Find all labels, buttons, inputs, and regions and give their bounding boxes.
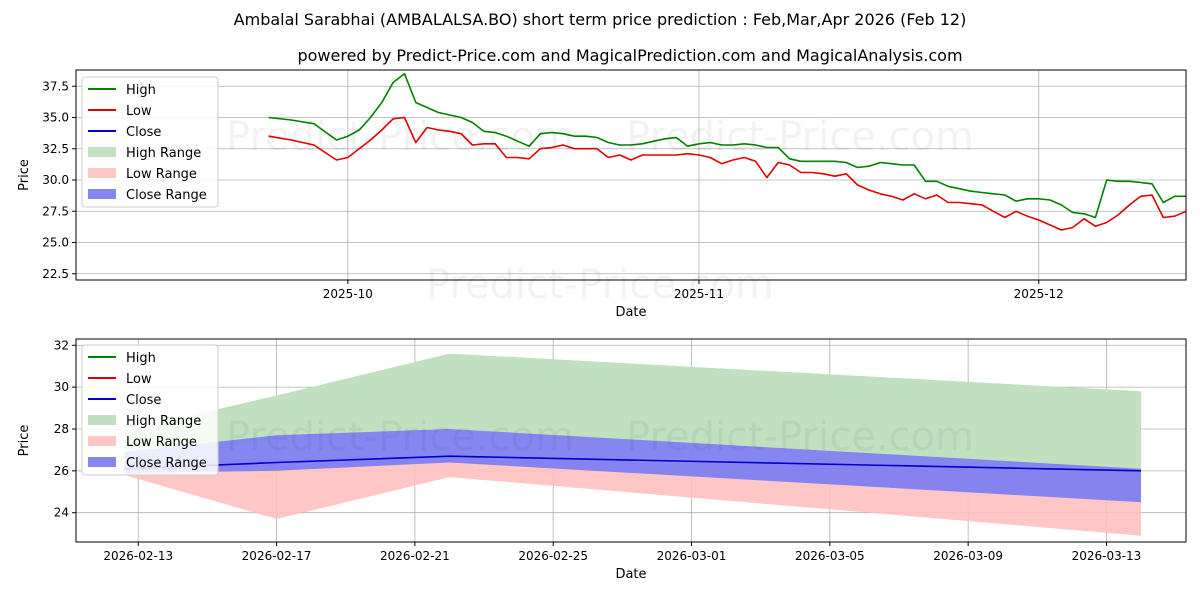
x-tick-label: 2026-03-13 (1072, 549, 1142, 563)
x-tick-label: 2026-02-13 (103, 549, 173, 563)
legend-label: Close Range (126, 188, 207, 203)
y-tick-label: 32.5 (42, 142, 69, 156)
y-tick-label: 26 (54, 464, 69, 478)
watermark-text: Predict-Price.com (626, 414, 974, 460)
x-tick-label: 2026-03-05 (795, 549, 865, 563)
bottom-chart-panel: Predict-Price.com Predict-Price.com 2026-0… (17, 338, 1187, 582)
axes-frame (75, 338, 1187, 543)
legend-label: High (126, 83, 156, 98)
low-series-line (268, 116, 1186, 231)
legend-swatch (88, 457, 116, 467)
y-axis-label: Price (17, 425, 32, 457)
plot-area (124, 353, 1142, 536)
y-tick-label: 32 (54, 338, 69, 352)
legend-swatch (88, 415, 116, 425)
y-tick-label: 30 (54, 380, 69, 394)
legend-swatch (88, 189, 116, 199)
high-range-band (124, 353, 1141, 471)
high-series-line (268, 72, 1186, 219)
y-tick-label: 37.5 (42, 79, 69, 93)
legend-label: High Range (126, 146, 201, 161)
legend-label: Close (126, 125, 161, 140)
y-tick-label: 28 (54, 422, 69, 436)
x-tick-label: 2025-12 (1014, 287, 1064, 301)
watermark-text: Predict-Price.com (226, 414, 574, 460)
watermark-text: Predict-Price.com (426, 262, 774, 308)
legend-label: Low Range (126, 435, 197, 450)
y-tick-label: 35.0 (42, 111, 69, 125)
x-axis-label: Date (615, 567, 646, 582)
x-tick-label: 2026-02-21 (380, 549, 450, 563)
y-tick-label: 30.0 (42, 173, 69, 187)
y-tick-label: 24 (54, 506, 69, 520)
close-range-band (124, 429, 1141, 503)
legend: High Low Close High Range Low Range Close Ran… (81, 76, 219, 208)
legend-label: Low Range (126, 167, 197, 182)
legend-swatch (88, 168, 116, 178)
x-tick-label: 2026-03-01 (657, 549, 727, 563)
legend-label: Close Range (126, 456, 207, 471)
watermark-text: Predict-Price.com (226, 114, 574, 160)
legend-label: High (126, 351, 156, 366)
plot-area (268, 72, 1186, 231)
y-tick-label: 27.5 (42, 204, 69, 218)
x-axis-label: Date (615, 305, 646, 320)
legend-label: Low (126, 372, 152, 387)
x-tick-label: 2026-02-17 (242, 549, 312, 563)
legend: High Low Close High Range Low Range Close Ran… (81, 344, 219, 476)
legend-label: Low (126, 104, 152, 119)
chart-title: Ambalal Sarabhai (AMBALALSA.BO) short te… (234, 10, 967, 29)
x-tick-label: 2025-10 (323, 287, 373, 301)
y-tick-label: 25.0 (42, 236, 69, 250)
chart-subtitle: powered by Predict-Price.com and Magical… (297, 46, 962, 65)
legend-label: High Range (126, 414, 201, 429)
y-tick-label: 22.5 (42, 267, 69, 281)
legend-swatch (88, 147, 116, 157)
x-tick-label: 2025-11 (674, 287, 724, 301)
legend-label: Close (126, 393, 161, 408)
y-axis-label: Price (17, 159, 32, 191)
x-tick-label: 2026-02-25 (518, 549, 588, 563)
legend-swatch (88, 436, 116, 446)
top-chart-panel: Predict-Price.com Predict-Price.com Predic… (17, 69, 1187, 320)
x-tick-label: 2026-03-09 (933, 549, 1003, 563)
axes-frame (75, 69, 1187, 281)
watermark-text: Predict-Price.com (626, 114, 974, 160)
